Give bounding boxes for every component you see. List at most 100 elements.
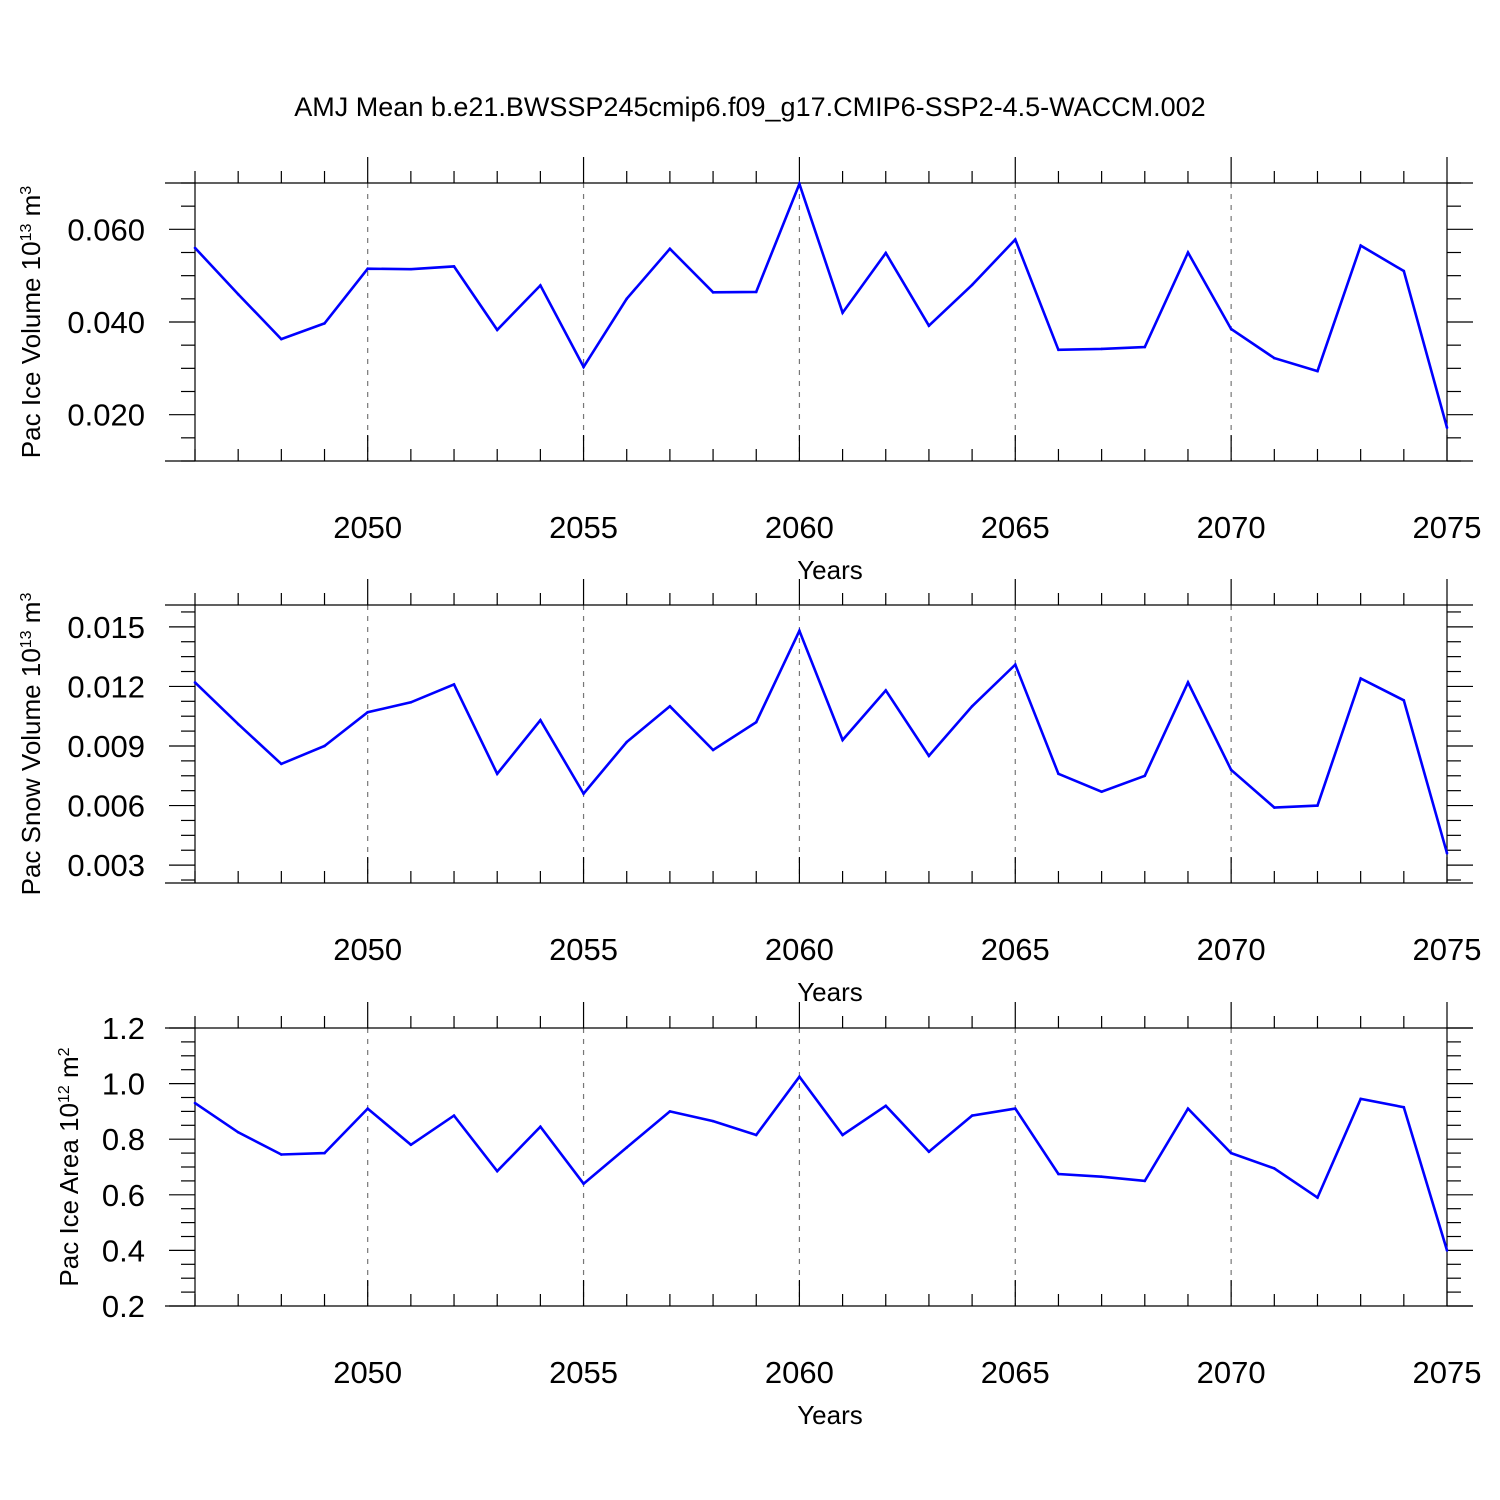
data-point [1273, 1167, 1276, 1170]
data-point [193, 681, 197, 684]
data-point [625, 1146, 629, 1149]
data-point [1402, 699, 1406, 702]
data-point [711, 291, 715, 294]
y-tick-label: 0.040 [67, 305, 145, 340]
data-point [236, 292, 240, 296]
data-point [1100, 1175, 1103, 1179]
data-point [1316, 804, 1319, 807]
y-tick-label: 0.012 [67, 669, 145, 704]
data-point [323, 322, 326, 325]
data-point [1359, 244, 1362, 247]
data-point [1316, 369, 1319, 373]
x-axis-label: Years [797, 555, 863, 585]
data-point [1057, 348, 1060, 352]
data-point [1229, 1151, 1233, 1155]
y-axis-label-superscript: 3 [18, 186, 35, 195]
data-point [1359, 1097, 1362, 1101]
data-point [711, 1119, 715, 1123]
y-axis-label-superscript: 13 [18, 630, 35, 648]
data-point [1057, 1172, 1060, 1176]
data-point [668, 704, 672, 708]
data-point [1445, 426, 1449, 429]
x-tick-label: 2070 [1197, 1355, 1266, 1390]
y-tick-label: 0.006 [67, 789, 145, 824]
data-point [1013, 663, 1017, 666]
y-tick-label: 0.020 [67, 398, 145, 433]
x-tick-label: 2075 [1413, 932, 1482, 967]
data-point [539, 1125, 542, 1128]
x-tick-label: 2065 [981, 932, 1050, 967]
data-point [236, 722, 240, 726]
x-tick-label: 2055 [549, 932, 618, 967]
series-line [194, 180, 1449, 428]
data-point [582, 1182, 585, 1185]
y-tick-label: 1.0 [102, 1067, 145, 1102]
data-point [668, 1110, 672, 1113]
data-point [495, 328, 499, 332]
y-axis-label-part: m [54, 1056, 84, 1085]
data-point [754, 290, 758, 294]
data-point [1186, 251, 1190, 254]
data-point [1445, 1249, 1449, 1252]
y-tick-label: 1.2 [102, 1011, 145, 1046]
data-point [366, 710, 369, 714]
data-point [798, 1075, 801, 1078]
data-point [1402, 269, 1406, 273]
y-tick-label: 0.015 [67, 610, 145, 645]
series-line [194, 627, 1449, 854]
y-axis-label-part: Pac Ice Volume 10 [16, 241, 46, 458]
series-line [194, 1074, 1449, 1251]
x-tick-label: 2075 [1413, 1355, 1482, 1390]
data-point [452, 265, 456, 268]
x-tick-label: 2070 [1197, 510, 1266, 545]
data-point [452, 1114, 456, 1117]
data-point [754, 1133, 758, 1137]
data-point [754, 720, 758, 724]
y-axis-label-superscript: 2 [56, 1047, 73, 1056]
y-tick-label: 0.009 [67, 729, 145, 764]
x-tick-label: 2055 [549, 510, 618, 545]
data-point [841, 738, 844, 742]
data-point [495, 1169, 499, 1173]
data-point [1273, 356, 1276, 360]
data-point [1445, 851, 1449, 855]
y-axis-label-superscript: 12 [56, 1085, 73, 1103]
x-tick-label: 2065 [981, 1355, 1050, 1390]
data-point [236, 1130, 240, 1134]
data-point [927, 324, 931, 328]
x-tick-label: 2055 [549, 1355, 618, 1390]
data-point [970, 1114, 974, 1117]
data-point [582, 365, 585, 369]
data-point [280, 1153, 283, 1156]
panel-3: 0.2 0.4 0.6 0.8 1.0 1.2 2050 2055 2060 2065 2070 20… [54, 1002, 1481, 1430]
data-point [1229, 768, 1233, 772]
data-point [927, 754, 931, 758]
data-point [884, 689, 888, 692]
y-axis-label: Pac Ice Area 1012 m2 [54, 1047, 84, 1286]
data-point [1402, 1105, 1406, 1109]
data-point [1229, 327, 1233, 331]
x-tick-label: 2050 [333, 510, 402, 545]
x-tick-label: 2060 [765, 932, 834, 967]
y-axis-label-part: Pac Snow Volume 10 [16, 648, 46, 895]
data-point [1013, 238, 1017, 241]
panel-1: 0.020 0.040 0.060 2050 2055 2060 2065 2070 2075 Y… [16, 157, 1481, 585]
x-tick-label: 2050 [333, 1355, 402, 1390]
data-point [884, 1104, 888, 1108]
data-point [970, 283, 974, 287]
data-point [668, 247, 672, 251]
figure-title: AMJ Mean b.e21.BWSSP245cmip6.f09_g17.CMI… [294, 92, 1206, 122]
y-axis-label-part: Pac Ice Area 10 [54, 1103, 84, 1287]
y-axis-label-part: m [16, 195, 46, 224]
data-point [1359, 677, 1362, 680]
data-point [798, 629, 801, 633]
data-point [884, 251, 888, 255]
y-axis-label-superscript: 13 [18, 223, 35, 241]
data-point [323, 744, 326, 748]
data-point [1273, 806, 1276, 809]
data-point [1316, 1196, 1319, 1199]
data-point [1013, 1107, 1017, 1110]
data-point [1186, 681, 1190, 684]
data-point [495, 772, 499, 776]
